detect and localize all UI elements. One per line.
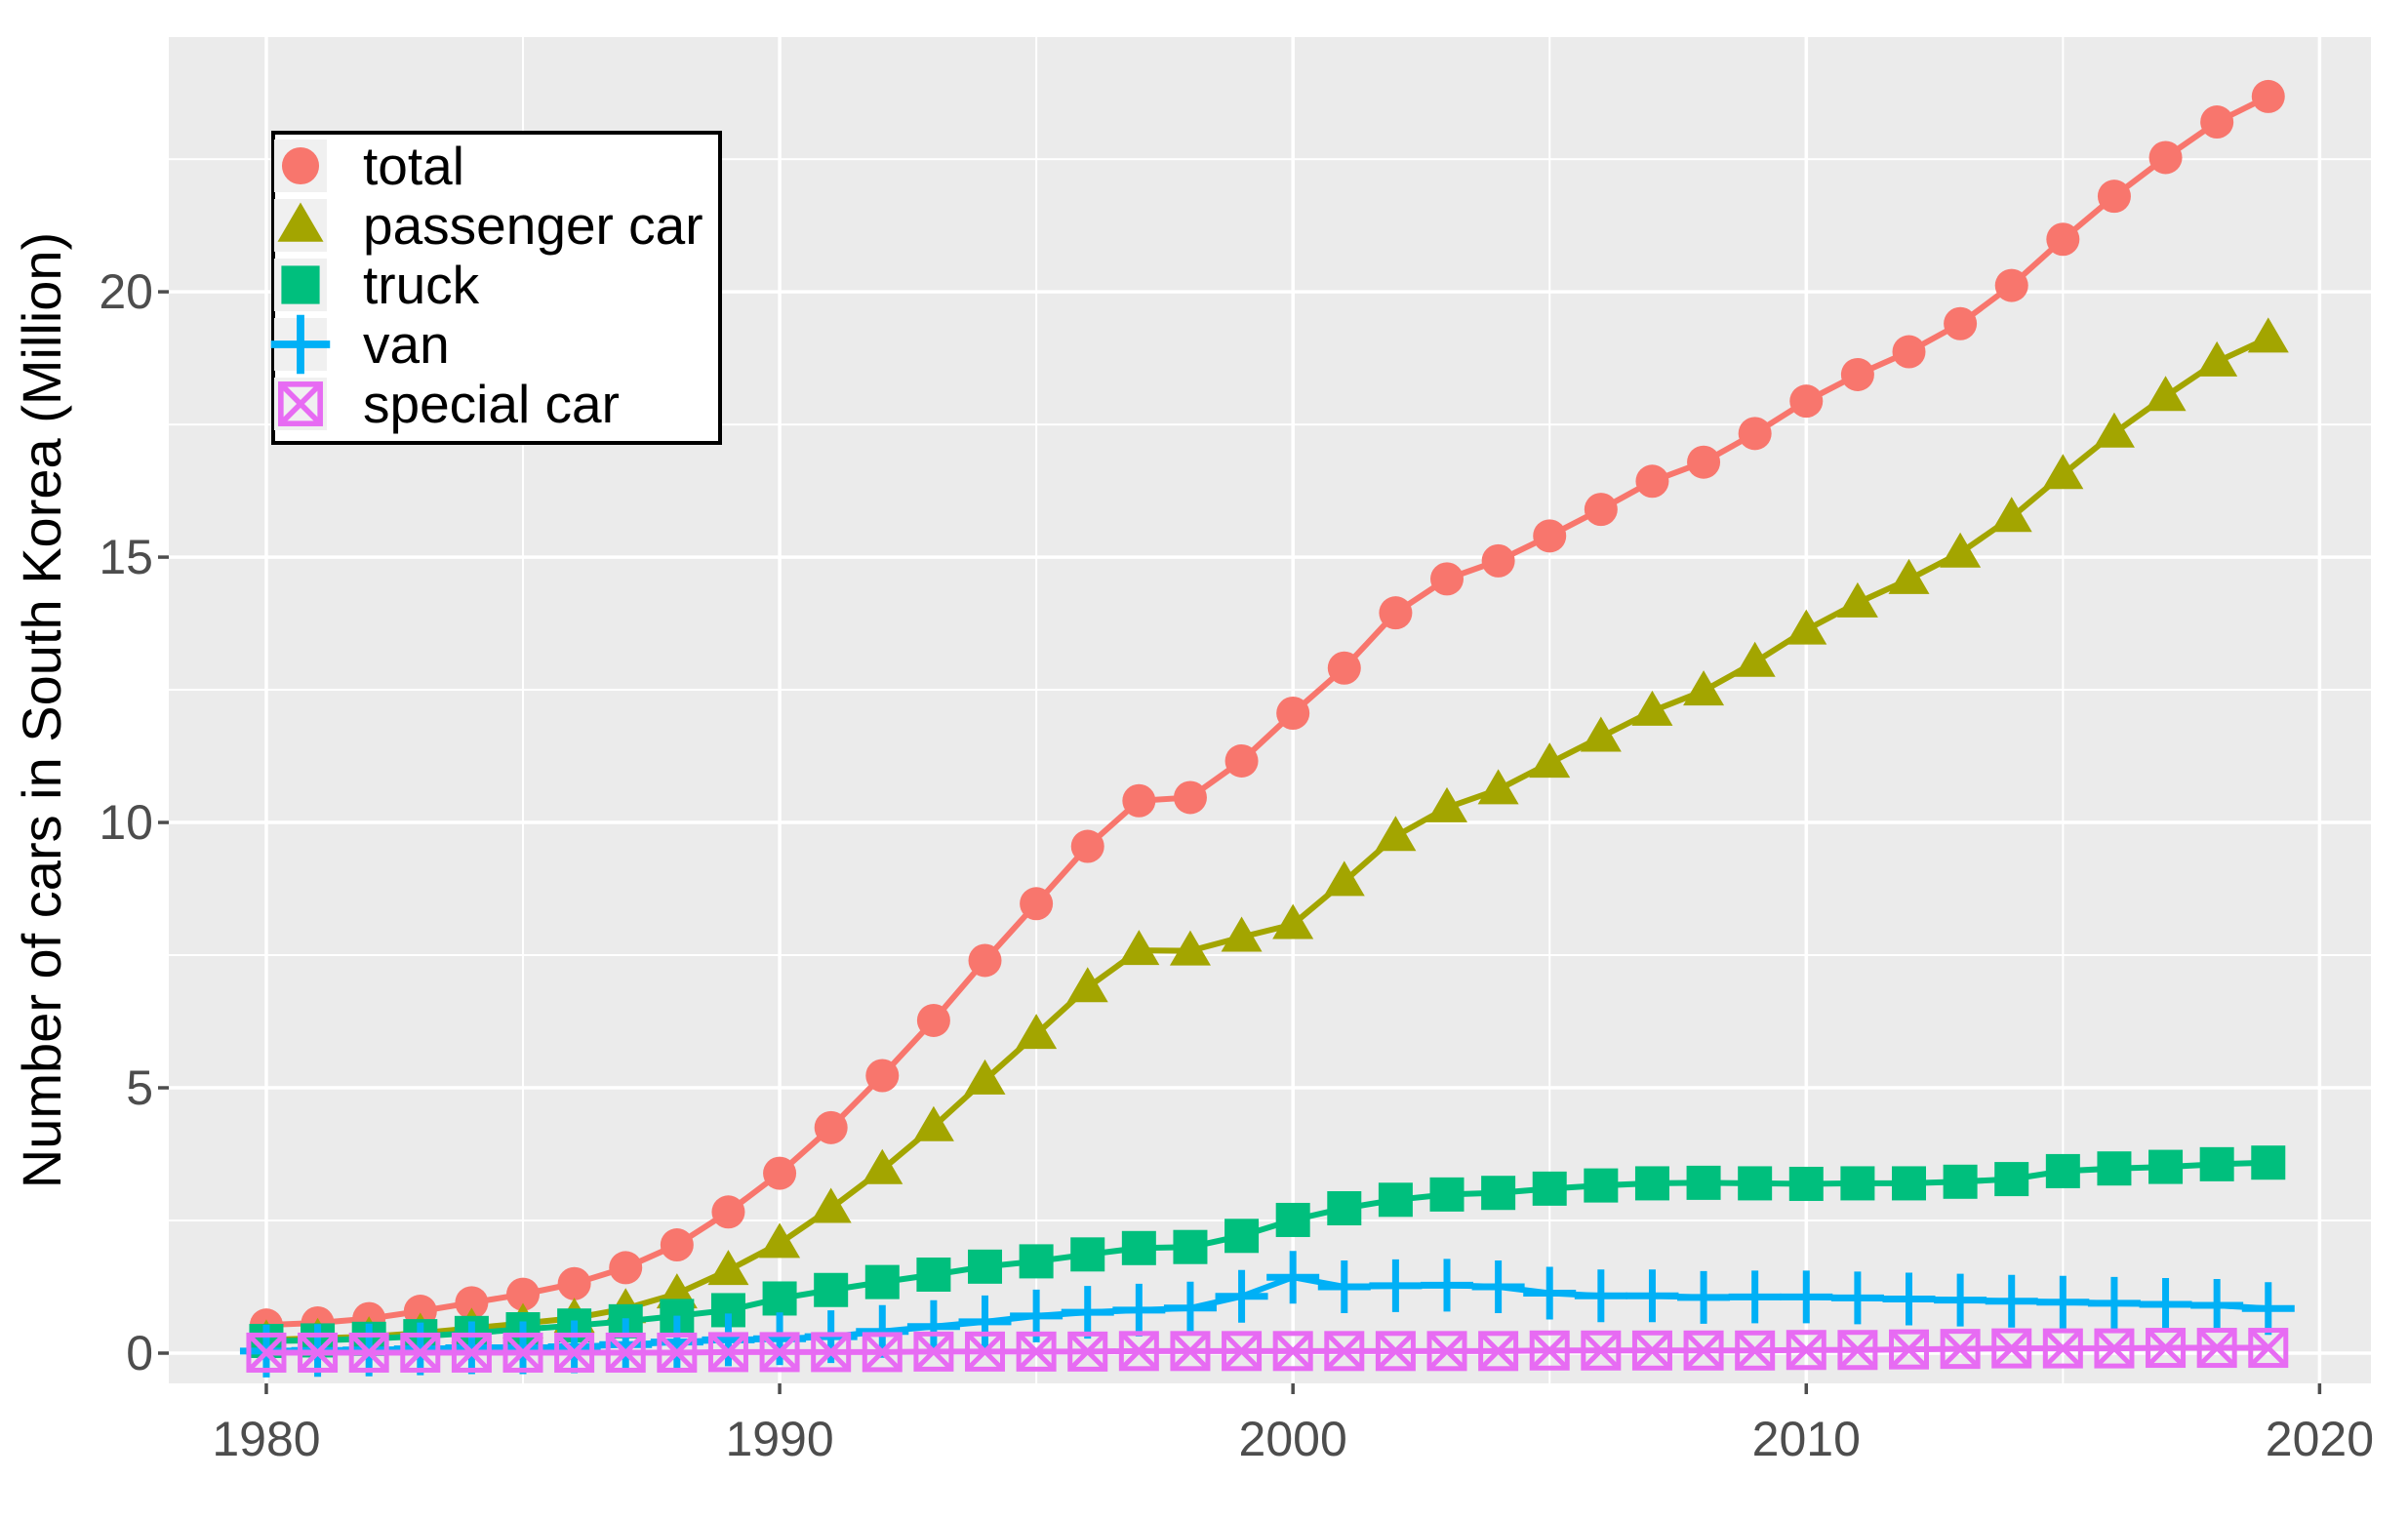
y-axis-tick-labels: 0 5 10 15 20 [99,264,153,1380]
legend-label: truck [363,255,480,315]
legend-label: total [363,136,464,196]
x-tick-label: 1980 [212,1412,320,1466]
legend-item-truck: truck [274,255,480,315]
triangle-legend-icon [277,202,324,242]
series-special-car [246,1328,2289,1373]
x-tick-label: 2010 [1752,1412,1861,1466]
x-tick-label: 2000 [1239,1412,1347,1466]
legend-item-van: van [270,314,450,375]
y-tick-label: 20 [99,264,153,319]
series-markers-special-car [246,1328,2289,1373]
plus-legend-icon [270,314,331,375]
legend-item-total: total [274,136,464,196]
legend-label: passenger car [363,195,703,256]
y-tick-label: 5 [126,1060,153,1115]
series-line-total [265,94,2270,1329]
x-tick-label: 2020 [2266,1412,2374,1466]
legend-item-passenger-car: passenger car [274,195,703,256]
square-legend-icon [281,265,320,304]
circle-legend-icon [281,146,320,185]
series-line-truck [265,1159,2268,1344]
x-tick-label: 1990 [725,1412,833,1466]
y-tick-label: 0 [126,1326,153,1380]
crossed-square-legend-icon [278,381,323,426]
legend-box [271,131,722,445]
series-line-special-car [265,1344,2268,1356]
y-axis-title: Number of cars in South Korea (Million) [11,232,72,1188]
series-line-passenger-car [265,335,2270,1343]
legend-label: van [363,314,450,375]
y-tick-label: 10 [99,795,153,850]
x-axis-tick-labels: 1980 1990 2000 2010 2020 [212,1412,2374,1466]
legend-label: special car [363,374,620,434]
axis-tick-marks [158,290,2322,1394]
y-tick-label: 15 [99,530,153,584]
legend-item-special-car: special car [274,374,620,434]
